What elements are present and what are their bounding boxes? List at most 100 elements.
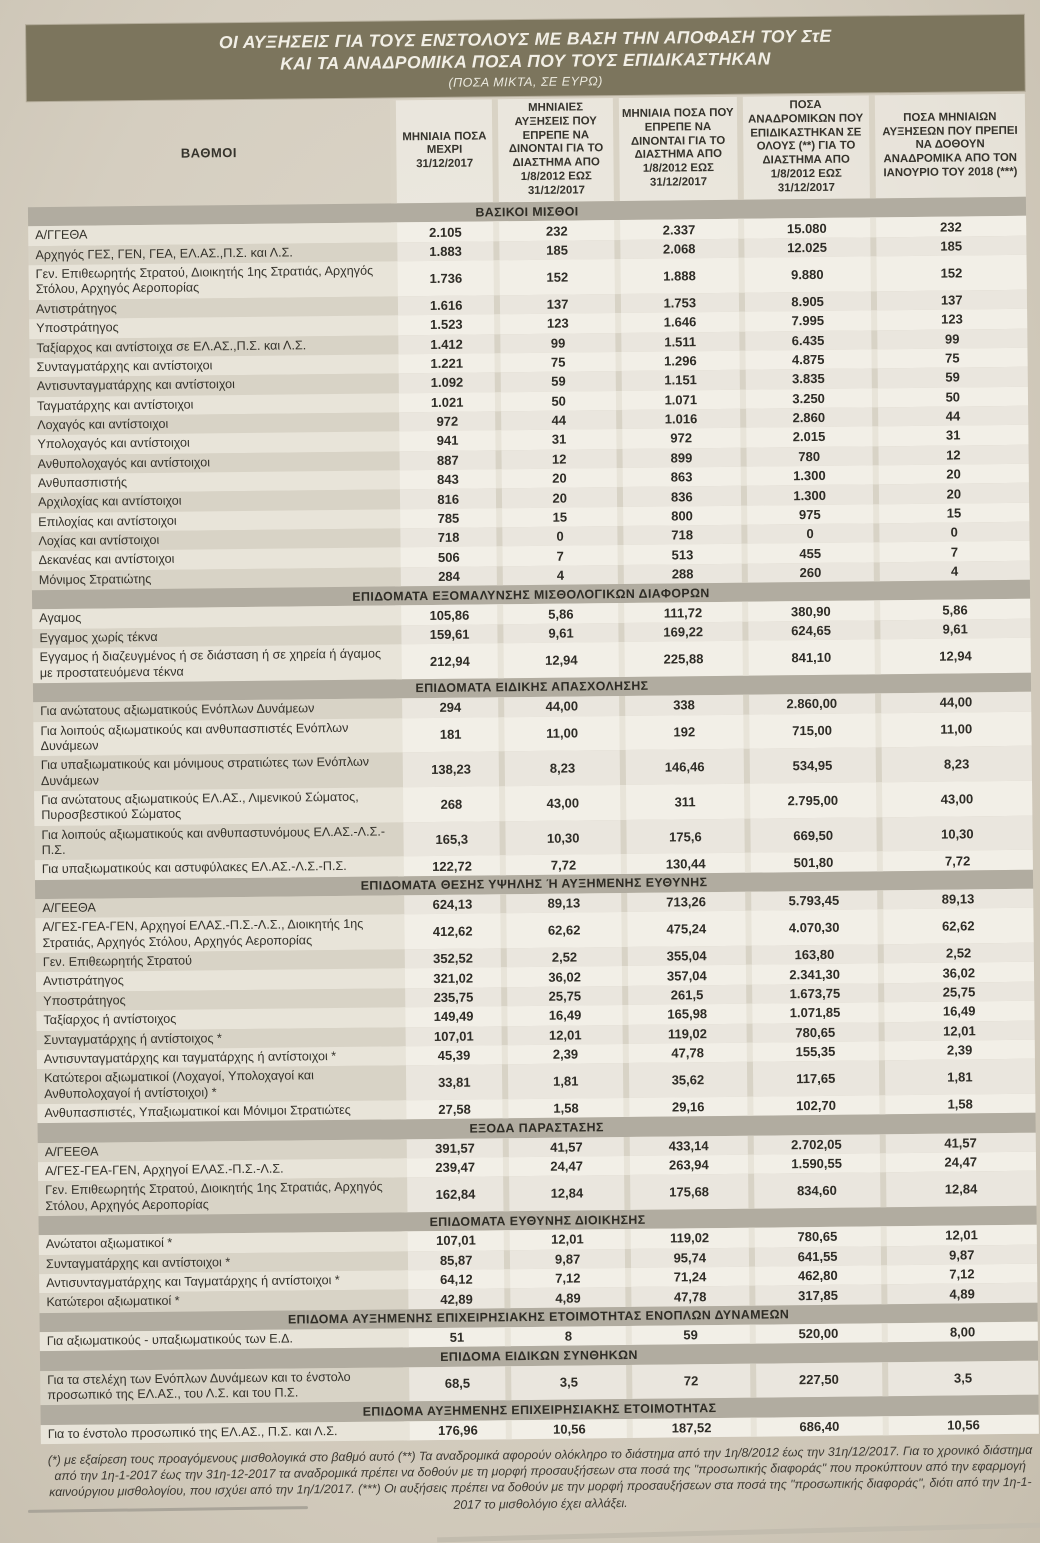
value-cell: 2.702,05	[750, 1133, 883, 1155]
footnote: (*) με εξαίρεση τους προαγόμενους μισθολ…	[47, 1442, 1033, 1512]
rank-label: Για λοιπούς αξιωματικούς και ανθυπαστυνό…	[41, 824, 386, 858]
value-cell: 1.151	[618, 369, 743, 391]
value-cell: 9,87	[507, 1248, 629, 1270]
value-cell: 192	[622, 714, 747, 751]
value-cell: 2.015	[742, 426, 876, 448]
value-cell: 317,85	[751, 1284, 885, 1306]
rank-label: Γεν. Επιθεωρητής Στρατού, Διοικητής 1ης …	[35, 263, 374, 297]
rank-label: Για ανώτατους αξιωματικούς ΕΛ.ΑΣ., Λιμεν…	[41, 789, 359, 823]
rank-label: Α/ΓΕΣ-ΓΕΑ-ΓΕΝ, Αρχηγοί ΕΛΑΣ.-Π.Σ.-Λ.Σ., …	[42, 917, 364, 950]
value-cell: 352,52	[401, 948, 505, 969]
value-cell: 130,44	[623, 853, 748, 874]
column-header-ranks: ΒΑΘΜΟΙ	[180, 145, 238, 162]
salary-table-header: ΒΑΘΜΟΙ ΜΗΝΙΑΙΑ ΠΟΣΑ ΜΕΧΡΙ 31/12/2017 ΜΗΝ…	[27, 93, 1026, 208]
value-cell: 338	[622, 694, 746, 716]
value-cell: 462,80	[751, 1265, 884, 1287]
value-cell: 138,23	[399, 751, 503, 788]
value-cell: 33,81	[403, 1064, 506, 1101]
value-cell: 99	[497, 332, 619, 354]
value-cell: 20	[875, 483, 1030, 505]
rank-label: Για λοιπούς αξιωματικούς και ανθυπασπιστ…	[40, 720, 349, 753]
value-cell: 7,72	[879, 850, 1033, 872]
value-cell: 412,62	[401, 913, 505, 950]
value-cell: 7,72	[503, 854, 624, 876]
value-cell: 1.221	[395, 353, 499, 374]
value-cell: 239,47	[403, 1157, 507, 1178]
value-cell: 16,49	[880, 1000, 1035, 1022]
value-cell: 12,94	[500, 642, 622, 679]
value-cell: 15	[499, 506, 621, 528]
value-cell: 718	[397, 527, 500, 548]
value-cell: 841,10	[745, 639, 878, 676]
value-cell: 51	[405, 1327, 509, 1348]
value-cell: 294	[399, 697, 502, 718]
value-cell: 71,24	[628, 1266, 752, 1288]
value-cell: 10,30	[878, 815, 1033, 852]
value-cell: 1.736	[394, 260, 498, 297]
value-cell: 641,55	[751, 1245, 884, 1267]
value-cell: 1.071	[618, 389, 743, 410]
value-cell: 43,00	[878, 780, 1033, 818]
value-cell: 11,00	[877, 711, 1032, 748]
value-cell: 9,61	[876, 618, 1031, 640]
value-cell: 59	[498, 371, 619, 392]
value-cell: 1.646	[618, 311, 742, 333]
value-cell: 975	[743, 504, 876, 525]
value-cell: 686,40	[753, 1415, 886, 1437]
value-cell: 25,75	[504, 985, 626, 1007]
value-cell: 44	[874, 405, 1029, 427]
value-cell: 175,6	[623, 818, 748, 855]
value-cell: 1,58	[881, 1093, 1036, 1115]
value-cell: 20	[499, 468, 620, 489]
value-cell: 1.590,55	[750, 1153, 883, 1175]
rank-label: Για το ένστολο προσωπικό της ΕΛ.ΑΣ., Π.Σ…	[47, 1423, 338, 1441]
rank-label: Κατώτεροι αξιωματικοί (Λοχαγοί, Υπολοχαγ…	[43, 1068, 314, 1101]
value-cell: 12,01	[881, 1020, 1035, 1042]
value-cell: 85,87	[404, 1249, 508, 1271]
value-cell: 68,5	[406, 1365, 509, 1402]
value-cell: 12,94	[877, 637, 1031, 675]
value-cell: 506	[397, 546, 501, 568]
value-cell: 2.860,00	[745, 693, 878, 715]
value-cell: 232	[496, 220, 618, 242]
value-cell: 7.995	[741, 310, 874, 332]
table-title-bar: ΟΙ ΑΥΞΗΣΕΙΣ ΓΙΑ ΤΟΥΣ ΕΝΣΤΟΛΟΥΣ ΜΕ ΒΑΣΗ Τ…	[26, 14, 1025, 101]
value-cell: 10,56	[885, 1414, 1039, 1436]
value-cell: 1.616	[394, 295, 498, 316]
value-cell: 75	[497, 351, 619, 373]
value-cell: 3,5	[508, 1364, 630, 1401]
value-cell: 99	[873, 328, 1028, 350]
value-cell: 175,68	[627, 1174, 752, 1211]
value-cell: 455	[744, 542, 877, 564]
value-cell: 36,02	[504, 966, 626, 988]
value-cell: 2.860	[742, 407, 875, 429]
value-cell: 152	[496, 259, 618, 296]
value-cell: 899	[619, 447, 744, 469]
value-cell: 4,89	[507, 1287, 629, 1308]
value-cell: 176,96	[406, 1419, 510, 1441]
value-cell: 89,13	[879, 888, 1034, 910]
column-header-monthly-increases-due: ΜΗΝΙΑΙΕΣ ΑΥΞΗΣΕΙΣ ΠΟΥ ΕΠΡΕΠΕ ΝΑ ΔΙΝΟΝΤΑΙ…	[495, 97, 617, 203]
value-cell: 2.068	[617, 238, 742, 260]
value-cell: 8	[508, 1325, 629, 1347]
value-cell: 181	[399, 716, 502, 753]
value-cell: 7	[499, 545, 621, 567]
value-cell: 1.412	[395, 333, 498, 355]
value-cell: 64,12	[405, 1269, 508, 1290]
value-cell: 321,02	[401, 967, 505, 989]
value-cell: 715,00	[745, 712, 879, 749]
value-cell: 520,00	[752, 1323, 885, 1345]
value-cell: 3.835	[742, 368, 875, 390]
value-cell: 24,47	[882, 1151, 1037, 1173]
value-cell: 2.341,30	[748, 963, 881, 985]
value-cell: 9.880	[741, 256, 874, 293]
value-cell: 3,5	[884, 1360, 1039, 1397]
rank-label: Γεν. Επιθεωρητής Στρατού, Διοικητής 1ης …	[45, 1179, 383, 1213]
column-header-retroactive-awarded: ΠΟΣΑ ΑΝΑΔΡΟΜΙΚΩΝ ΠΟΥ ΕΠΙΔΙΚΑΣΤΗΚΑΝ ΣΕ ΟΛ…	[739, 95, 873, 200]
value-cell: 1.300	[743, 484, 876, 506]
value-cell: 59	[628, 1324, 753, 1346]
column-header-monthly-until-2017: ΜΗΝΙΑΙΑ ΠΟΣΑ ΜΕΧΡΙ 31/12/2017	[392, 99, 497, 204]
value-cell: 50	[498, 390, 620, 412]
value-cell: 843	[396, 469, 500, 490]
value-cell: 972	[396, 411, 499, 432]
